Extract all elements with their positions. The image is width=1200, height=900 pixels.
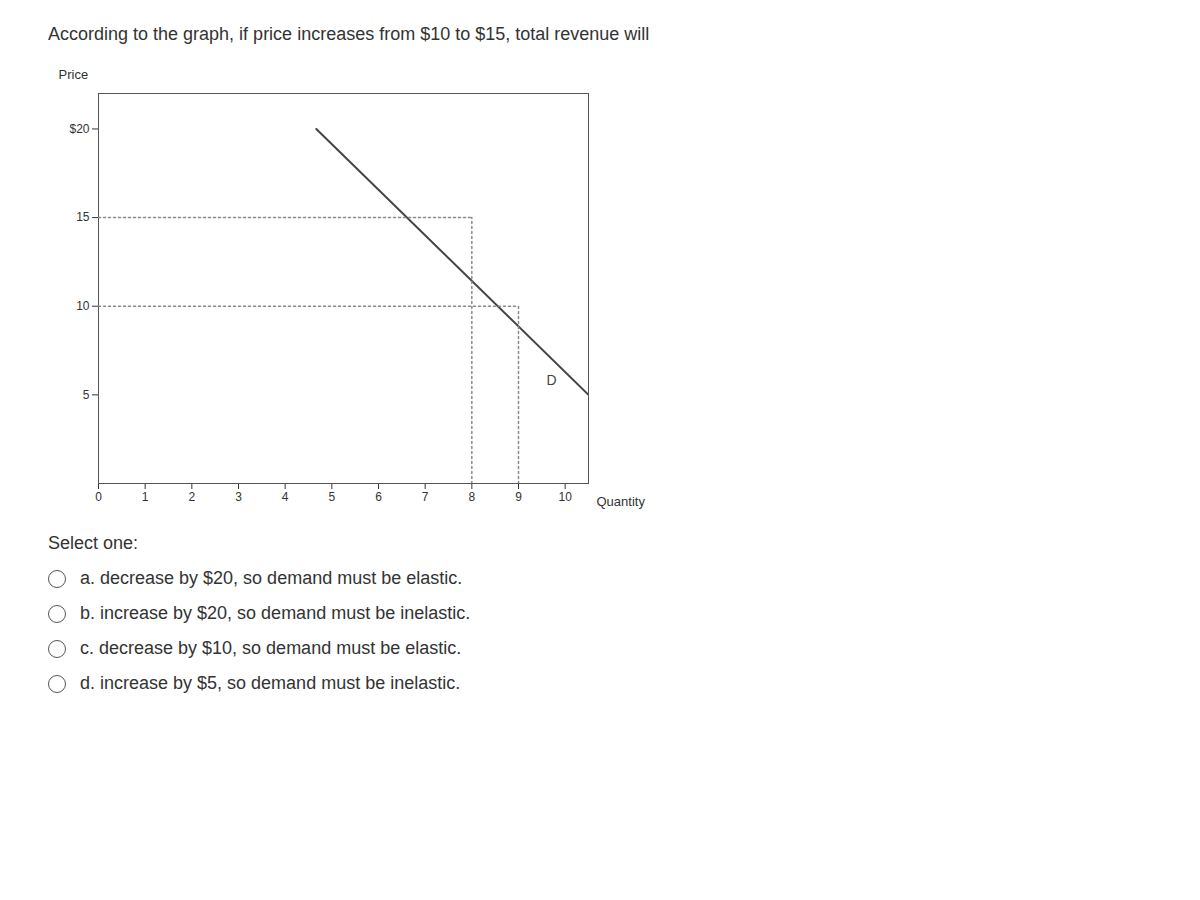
svg-text:1: 1 (142, 490, 149, 504)
html-text:c. decrease by $10, so demand: c. decrease by $10, so demand must be el… (80, 638, 462, 658)
html-text:According to the graph, if pri: According to the graph, if price increas… (48, 24, 650, 44)
html-text:a. decrease by $20, so demand: a. decrease by $20, so demand must be el… (80, 568, 463, 588)
svg-text:Quantity: Quantity (597, 494, 646, 509)
svg-text:8: 8 (468, 490, 475, 504)
html-text:Select one:: Select one: (48, 533, 139, 553)
svg-text:15: 15 (76, 210, 90, 224)
svg-text:9: 9 (515, 490, 522, 504)
svg-text:7: 7 (422, 490, 429, 504)
svg-text:10: 10 (76, 299, 90, 313)
html-text:b. increase by $20, so demand: b. increase by $20, so demand must be in… (80, 603, 471, 623)
svg-text:4: 4 (282, 490, 289, 504)
svg-text:Price: Price (59, 67, 89, 82)
svg-text:10: 10 (558, 490, 572, 504)
svg-text:$20: $20 (69, 122, 89, 136)
svg-text:D: D (547, 372, 557, 388)
html-text:d. increase by $5, so demand m: d. increase by $5, so demand must be ine… (80, 673, 461, 693)
svg-text:5: 5 (328, 490, 335, 504)
svg-text:6: 6 (375, 490, 382, 504)
svg-text:2: 2 (188, 490, 195, 504)
svg-text:0: 0 (95, 490, 102, 504)
svg-text:5: 5 (83, 388, 90, 402)
svg-text:3: 3 (235, 490, 242, 504)
